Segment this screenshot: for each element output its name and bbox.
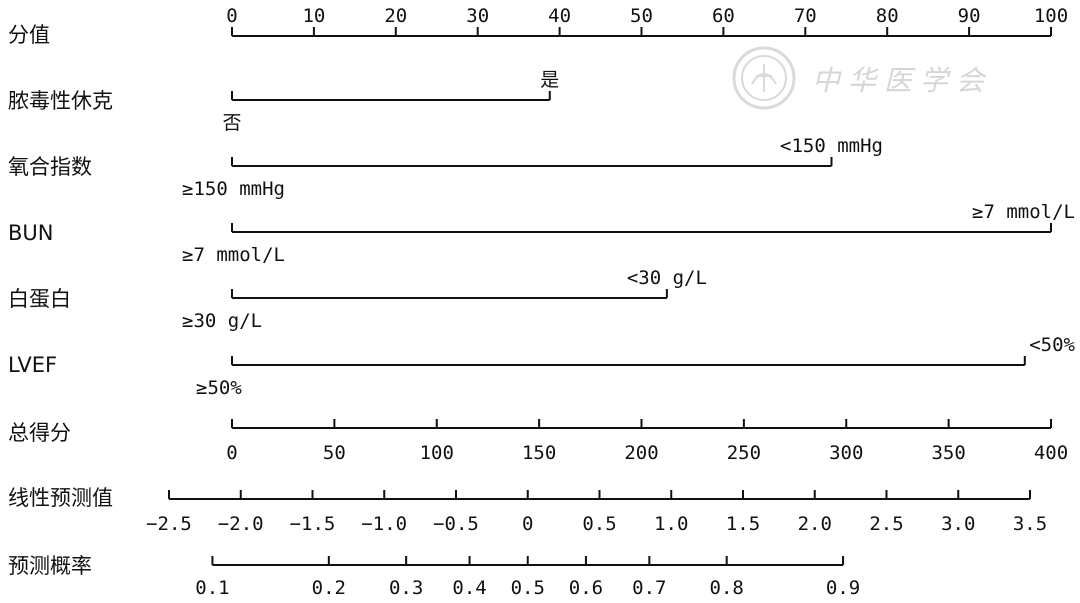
predictor-label-4: LVEF [8, 353, 57, 377]
predictor-level-label-4-0: ≥50% [196, 377, 242, 399]
linear-predictor-tick-label-11: 3.0 [941, 513, 975, 535]
linear-predictor-tick-label-2: −1.5 [290, 513, 336, 535]
linear-predictor-tick-label-10: 2.5 [869, 513, 903, 535]
predictor-label-0: 脓毒性休克 [8, 89, 113, 113]
total-points-tick-label-5: 250 [727, 442, 761, 464]
predictor-label-2: BUN [8, 221, 54, 245]
points-tick-label-4: 40 [548, 5, 571, 27]
watermark: 中华医学会 [732, 46, 992, 110]
total-points-tick-label-0: 0 [226, 442, 237, 464]
probability-tick-label-3: 0.4 [452, 577, 486, 599]
total-points-tick-label-1: 50 [323, 442, 346, 464]
probability-tick-label-5: 0.6 [569, 577, 603, 599]
probability-tick-label-1: 0.2 [312, 577, 346, 599]
predictor-level-label-1-1: <150 mmHg [780, 135, 883, 157]
points-tick-label-9: 90 [958, 5, 981, 27]
probability-tick-label-8: 0.9 [826, 577, 860, 599]
linear-predictor-tick-label-0: −2.5 [146, 513, 192, 535]
linear-predictor-tick-label-12: 3.5 [1013, 513, 1047, 535]
points-tick-label-5: 50 [630, 5, 653, 27]
points-tick-label-8: 80 [876, 5, 899, 27]
probability-axis-label: 预测概率 [8, 554, 92, 578]
linear-predictor-tick-label-3: −1.0 [361, 513, 407, 535]
points-tick-label-3: 30 [466, 5, 489, 27]
points-tick-label-6: 60 [712, 5, 735, 27]
predictor-level-label-2-1: ≥7 mmol/L [972, 201, 1075, 223]
predictor-label-3: 白蛋白 [8, 287, 71, 311]
linear-predictor-tick-label-7: 1.0 [654, 513, 688, 535]
predictor-level-label-1-0: ≥150 mmHg [182, 178, 285, 200]
linear-predictor-tick-label-1: −2.0 [218, 513, 264, 535]
predictor-level-label-0-1: 是 [540, 69, 559, 91]
linear-predictor-tick-label-5: 0 [522, 513, 533, 535]
points-tick-label-10: 100 [1034, 5, 1068, 27]
predictor-level-label-3-1: <30 g/L [627, 267, 707, 289]
probability-tick-label-4: 0.5 [511, 577, 545, 599]
linear-predictor-tick-label-8: 1.5 [726, 513, 760, 535]
total-points-tick-label-3: 150 [522, 442, 556, 464]
points-tick-label-2: 20 [384, 5, 407, 27]
total-points-tick-label-4: 200 [624, 442, 658, 464]
linear-predictor-axis-label: 线性预测值 [8, 486, 113, 510]
probability-tick-label-0: 0.1 [195, 577, 229, 599]
linear-predictor-tick-label-6: 0.5 [582, 513, 616, 535]
chart-marks: 0 10 20 30 40 50 60 70 80 90 100 否 是 ≥150 mmHg <150 mm… [146, 5, 1075, 599]
points-tick-label-0: 0 [226, 5, 237, 27]
total-points-axis-label: 总得分 [8, 421, 71, 445]
total-points-tick-label-6: 300 [829, 442, 863, 464]
total-points-tick-label-7: 350 [931, 442, 965, 464]
points-axis-label: 分值 [8, 23, 50, 47]
total-points-tick-label-2: 100 [420, 442, 454, 464]
predictor-label-1: 氧合指数 [8, 155, 92, 179]
predictor-level-label-2-0: ≥7 mmol/L [182, 244, 285, 266]
points-tick-label-7: 70 [794, 5, 817, 27]
probability-tick-label-6: 0.7 [632, 577, 666, 599]
linear-predictor-tick-label-9: 2.0 [798, 513, 832, 535]
points-tick-label-1: 10 [302, 5, 325, 27]
probability-tick-label-7: 0.8 [710, 577, 744, 599]
predictor-level-label-3-0: ≥30 g/L [182, 310, 262, 332]
watermark-text: 中华医学会 [812, 64, 992, 97]
seal-logo [732, 46, 796, 110]
probability-tick-label-2: 0.3 [389, 577, 423, 599]
predictor-level-label-0-0: 否 [222, 112, 241, 134]
predictor-level-label-4-1: <50% [1029, 334, 1075, 356]
linear-predictor-tick-label-4: −0.5 [433, 513, 479, 535]
total-points-tick-label-8: 400 [1034, 442, 1068, 464]
